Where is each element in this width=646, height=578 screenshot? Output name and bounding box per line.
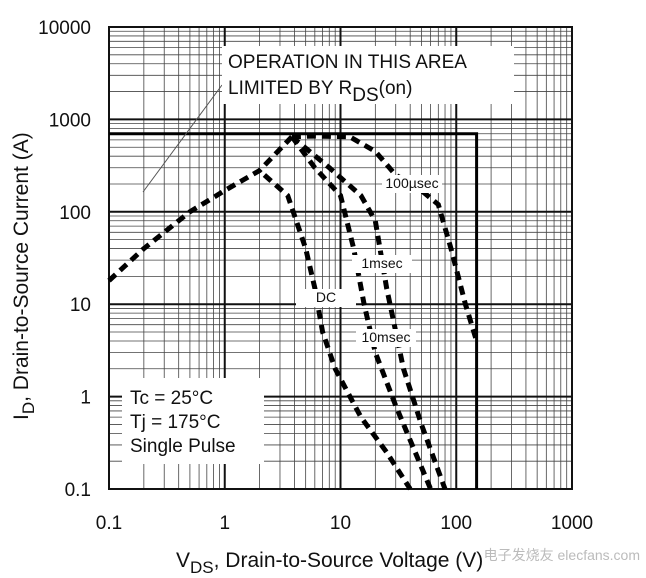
curve-label: 10msec	[361, 329, 410, 345]
y-tick-label: 1	[80, 388, 91, 409]
curve-label: 1msec	[361, 255, 402, 271]
annotation-bg	[222, 46, 514, 104]
x-axis-label: VDS, Drain-to-Source Voltage (V)	[176, 549, 483, 577]
annotation: OPERATION IN THIS AREA	[228, 52, 467, 73]
axis-label-part: DS	[190, 558, 214, 577]
y-tick-label: 1000	[49, 110, 91, 131]
x-tick-label: 1	[219, 513, 230, 534]
watermark: 电子发烧友 elecfans.com	[484, 547, 640, 563]
limit-box-line	[109, 132, 479, 489]
curve-label-bg	[356, 329, 416, 347]
annotation-part: (on)	[379, 78, 413, 99]
x-tick-label: 10	[330, 513, 351, 534]
soa-curve	[290, 134, 448, 490]
curve-label-bg	[352, 255, 412, 273]
soa-curve	[291, 133, 479, 342]
y-tick-label: 0.1	[65, 480, 91, 501]
axis-label-part: I	[10, 414, 33, 420]
curve-label-bg	[296, 289, 356, 307]
plot-frame	[108, 26, 573, 490]
x-tick-label: 1000	[551, 513, 593, 534]
y-tick-label: 10	[70, 295, 91, 316]
rds-limit-line	[107, 134, 294, 283]
annotation: LIMITED BY RDS(on)	[228, 78, 412, 106]
curve-label: DC	[316, 289, 336, 305]
y-axis-label: ID, Drain-to-Source Current (A)	[10, 132, 38, 420]
curve-label: 100µsec	[385, 175, 438, 191]
axis-label-part: , Drain-to-Source Current (A)	[10, 132, 33, 402]
y-tick-label: 100	[59, 203, 91, 224]
conditions-bg	[122, 378, 264, 464]
condition: Tc = 25°C	[130, 388, 213, 409]
x-tick-label: 0.1	[96, 513, 122, 534]
axis-label-part: D	[19, 402, 38, 414]
leader-line	[142, 84, 223, 193]
condition: Single Pulse	[130, 436, 236, 457]
x-tick-label: 100	[440, 513, 472, 534]
curve-label-bg	[382, 175, 442, 193]
soa-curve	[262, 173, 413, 491]
y-tick-label: 10000	[38, 18, 91, 39]
condition: Tj = 175°C	[130, 412, 221, 433]
axis-label-part: V	[176, 549, 190, 572]
axis-label-part: , Drain-to-Source Voltage (V)	[214, 549, 484, 572]
annotation-part: DS	[352, 85, 378, 106]
annotation-part: LIMITED BY R	[228, 78, 352, 99]
